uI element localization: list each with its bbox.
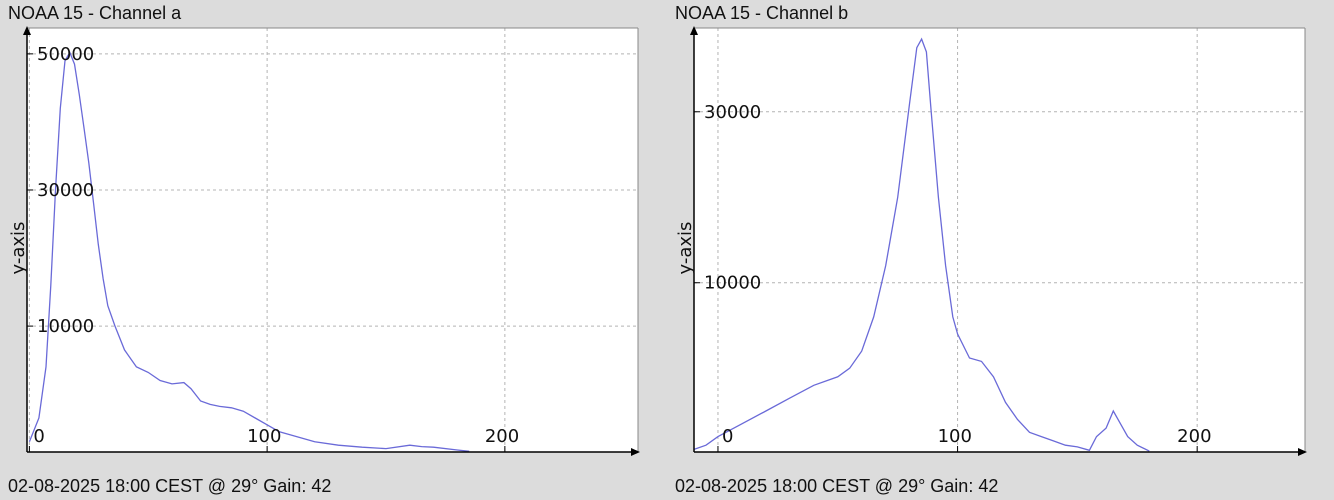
y-axis-arrow bbox=[23, 26, 31, 35]
chart-b-plot: 0 100 200 10000 30000 y-axis bbox=[675, 26, 1307, 456]
y-axis-label: y-axis bbox=[675, 222, 696, 275]
series-line bbox=[28, 51, 470, 452]
chart-title: NOAA 15 - Channel a bbox=[8, 3, 182, 23]
chart-footer: 02-08-2025 18:00 CEST @ 29° Gain: 42 bbox=[675, 476, 999, 496]
y-tick-label: 10000 bbox=[704, 273, 761, 294]
plot-area bbox=[27, 28, 638, 452]
x-tick-label: 200 bbox=[485, 426, 519, 447]
x-axis-arrow bbox=[631, 448, 640, 456]
chart-a-plot: 0 100 200 10000 30000 50000 y-axis bbox=[8, 26, 640, 456]
x-axis-arrow bbox=[1298, 448, 1307, 456]
x-tick-label: 100 bbox=[938, 426, 972, 447]
x-tick-label: 100 bbox=[247, 426, 281, 447]
chart-footer: 02-08-2025 18:00 CEST @ 29° Gain: 42 bbox=[8, 476, 332, 496]
chart-panel-b: NOAA 15 - Channel b 0 100 200 10000 30000 y-a… bbox=[667, 0, 1334, 500]
y-tick-label: 10000 bbox=[37, 316, 94, 337]
x-tick-label: 0 bbox=[722, 426, 733, 447]
y-tick-label: 30000 bbox=[704, 102, 761, 123]
chart-title: NOAA 15 - Channel b bbox=[675, 3, 849, 23]
x-tick-label: 0 bbox=[33, 426, 44, 447]
y-axis-label: y-axis bbox=[8, 222, 29, 275]
x-tick-label: 200 bbox=[1177, 426, 1211, 447]
y-tick-label: 30000 bbox=[37, 180, 94, 201]
plot-area bbox=[694, 28, 1305, 452]
series-line bbox=[693, 37, 1150, 452]
chart-panel-a: NOAA 15 - Channel a 0 100 200 10000 30000 500… bbox=[8, 3, 640, 496]
y-axis-arrow bbox=[690, 26, 698, 35]
y-tick-label: 50000 bbox=[37, 44, 94, 65]
